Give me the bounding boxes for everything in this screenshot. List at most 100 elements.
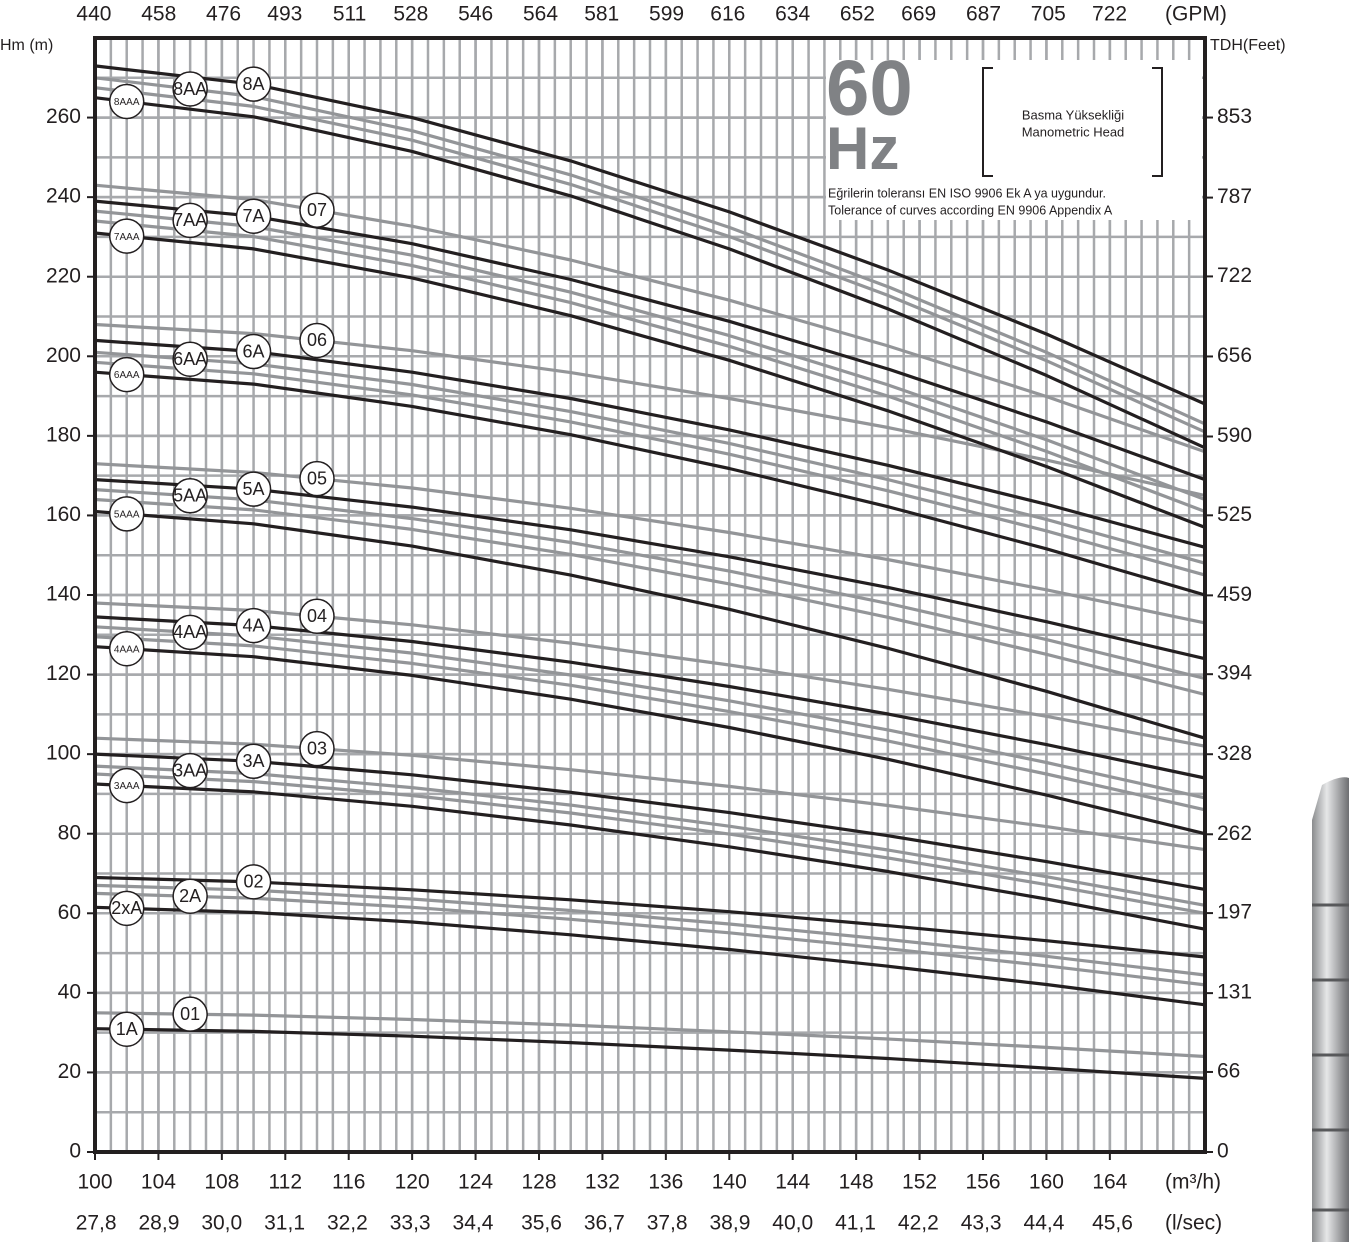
x-tick-label: 100 — [77, 1171, 112, 1194]
label-bubble — [108, 1011, 145, 1047]
label-bubble — [235, 471, 272, 507]
y-tick-label: 220 — [46, 264, 81, 287]
curve — [94, 488, 1206, 681]
curve — [94, 199, 1206, 482]
y2-tick-label: 722 — [1217, 264, 1252, 287]
curve — [94, 635, 1206, 812]
label-bubble — [108, 630, 145, 667]
curve — [94, 883, 1206, 977]
label-bubble — [299, 192, 335, 228]
curve — [94, 601, 1206, 748]
series-label: 4A — [243, 615, 265, 635]
series-label: 5AA — [173, 486, 207, 506]
x2-tick-label: 599 — [649, 3, 684, 26]
y-tick-label: 160 — [46, 503, 81, 526]
curve — [94, 905, 1206, 1007]
y-tick-label: 240 — [46, 185, 81, 208]
series-label: 05 — [307, 468, 327, 488]
x2-tick-label: 705 — [1031, 3, 1066, 26]
curve — [94, 370, 1206, 597]
x-tick-label: 132 — [585, 1171, 620, 1194]
x-tick-label: 160 — [1029, 1171, 1064, 1194]
y-tick-label: 40 — [58, 980, 81, 1003]
x3-axis-label: (l/sec) — [1165, 1212, 1222, 1235]
label-bubble — [172, 202, 208, 239]
label-bubble — [172, 878, 208, 915]
curve — [94, 338, 1206, 549]
y2-tick-label: 66 — [1217, 1060, 1240, 1083]
y-axis-label: Hm (m) — [0, 37, 53, 54]
curve — [94, 350, 1206, 565]
x-axis-label: (m³/h) — [1165, 1171, 1221, 1194]
curve — [94, 76, 1206, 426]
series-label: 7AA — [173, 210, 207, 230]
tolerance-en: Tolerance of curves according EN 9906 Ap… — [828, 203, 1113, 217]
curve — [94, 1027, 1206, 1080]
curve — [94, 625, 1206, 800]
curve — [94, 497, 1206, 697]
label-bubble — [108, 767, 145, 804]
y-tick-label: 80 — [58, 821, 81, 844]
curve — [94, 736, 1206, 852]
x2-tick-label: 476 — [206, 3, 241, 26]
x3-tick-label: 32,2 — [327, 1212, 368, 1235]
x-tick-label: 152 — [902, 1171, 937, 1194]
x-tick-label: 156 — [965, 1171, 1000, 1194]
curve — [94, 96, 1206, 450]
series-label: 7A — [243, 206, 265, 226]
x2-tick-label: 581 — [584, 3, 619, 26]
head-label-tr: Basma Yüksekliği — [1022, 107, 1124, 122]
tolerance-tr: Eğrilerin toleransı EN ISO 9906 Ek A ya … — [828, 186, 1106, 200]
series-label: 6A — [243, 341, 265, 361]
series-label: 4AA — [173, 622, 207, 642]
series-label: 6AAA — [114, 370, 140, 381]
x-tick-label: 116 — [332, 1171, 365, 1194]
curve — [94, 875, 1206, 959]
curve — [94, 645, 1206, 836]
y2-tick-label: 525 — [1217, 503, 1252, 526]
curve — [94, 219, 1206, 513]
y2-tick-label: 0 — [1217, 1140, 1229, 1163]
y-tick-label: 120 — [46, 662, 81, 685]
curve — [94, 615, 1206, 780]
series-label: 2xA — [111, 898, 142, 918]
x2-tick-label: 652 — [840, 3, 875, 26]
y-tick-label: 60 — [58, 901, 81, 924]
y-tick-label: 140 — [46, 583, 81, 606]
series-label: 03 — [307, 738, 327, 758]
series-label: 8AA — [173, 79, 207, 99]
x3-tick-label: 31,1 — [264, 1212, 305, 1235]
x2-tick-label: 669 — [901, 3, 936, 26]
x3-tick-label: 43,3 — [961, 1212, 1002, 1235]
label-bubble — [299, 322, 335, 359]
curve — [94, 764, 1206, 907]
bracket — [982, 67, 1163, 177]
label-bubble — [235, 333, 272, 370]
x2-tick-label: 546 — [458, 3, 493, 26]
y-tick-label: 260 — [46, 105, 81, 128]
label-bubble — [108, 890, 145, 927]
x3-tick-label: 45,6 — [1092, 1212, 1133, 1235]
x3-tick-label: 36,7 — [584, 1212, 625, 1235]
x3-tick-label: 40,0 — [772, 1212, 813, 1235]
x-tick-label: 164 — [1092, 1171, 1127, 1194]
y2-tick-label: 394 — [1217, 662, 1252, 685]
curve — [94, 891, 1206, 987]
curves — [94, 64, 1206, 1080]
series-label: 4AAA — [114, 644, 140, 655]
x3-tick-label: 34,4 — [453, 1212, 494, 1235]
series-label: 2A — [179, 886, 201, 906]
x2-axis-label: (GPM) — [1165, 3, 1227, 26]
curve — [94, 86, 1206, 434]
curve — [94, 509, 1206, 740]
pump-stages — [1312, 903, 1349, 1212]
x3-tick-label: 41,1 — [835, 1212, 876, 1235]
curve — [94, 1011, 1206, 1059]
y2-axis-label: TDH(Feet) — [1210, 37, 1286, 54]
x-tick-label: 144 — [775, 1171, 810, 1194]
curve — [94, 183, 1206, 454]
series-label: 01 — [180, 1004, 200, 1024]
label-bubble — [235, 66, 272, 102]
y2-tick-label: 328 — [1217, 742, 1252, 765]
